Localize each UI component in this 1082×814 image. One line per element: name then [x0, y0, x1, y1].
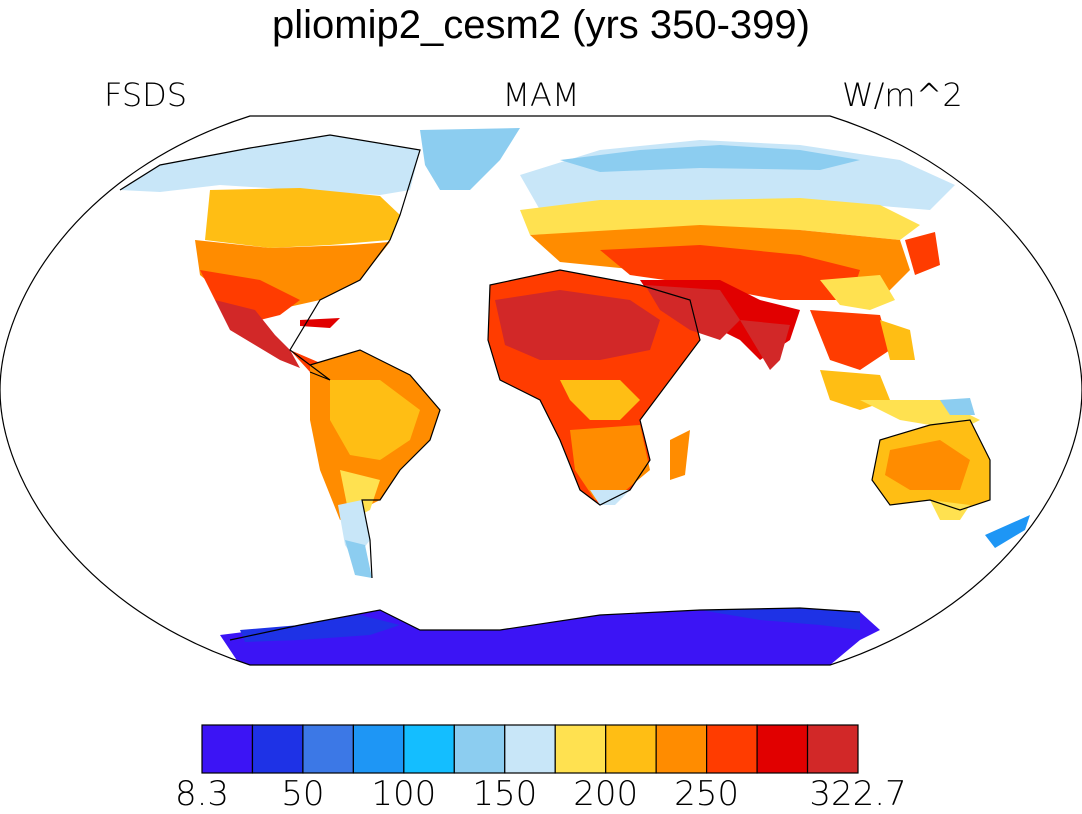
colorbar-swatch [251, 724, 304, 774]
colorbar-swatch [453, 724, 506, 774]
colorbar-swatch [756, 724, 809, 774]
colorbar-swatch [806, 724, 859, 774]
colorbar-tick-label: 250 [674, 774, 740, 814]
colorbar-swatch [504, 724, 556, 774]
colorbar-swatch [605, 724, 657, 774]
colorbar-swatch [302, 724, 354, 774]
colorbar-tick-label: 200 [573, 774, 639, 814]
africa [488, 270, 740, 505]
colorbar-tick-label: 50 [281, 774, 325, 814]
colorbar-swatch [352, 724, 405, 774]
map-border [0, 115, 1082, 666]
colorbar-swatch [201, 724, 254, 774]
season-label: MAM [502, 76, 580, 114]
colorbar-tick-label: 322.7 [809, 774, 907, 814]
colorbar-swatch [403, 724, 455, 774]
australia [872, 420, 1030, 548]
colorbar-tick-label: 100 [371, 774, 437, 814]
south-america [310, 350, 440, 578]
greenland [420, 128, 520, 190]
colorbar-swatch [655, 724, 708, 774]
colorbar-tick-label: 8.3 [174, 774, 230, 814]
colorbar-swatch [706, 724, 758, 774]
units-label: W/m^2 [842, 76, 963, 114]
coastlines [119, 134, 991, 641]
variable-label: FSDS [104, 76, 188, 114]
world-map [0, 115, 1082, 666]
colorbar [201, 724, 859, 774]
eurasia [520, 140, 955, 370]
plot-title: pliomip2_cesm2 (yrs 350-399) [271, 3, 810, 47]
colorbar-tick-label: 150 [472, 774, 538, 814]
colorbar-swatch [554, 724, 607, 774]
antarctica [220, 608, 880, 665]
